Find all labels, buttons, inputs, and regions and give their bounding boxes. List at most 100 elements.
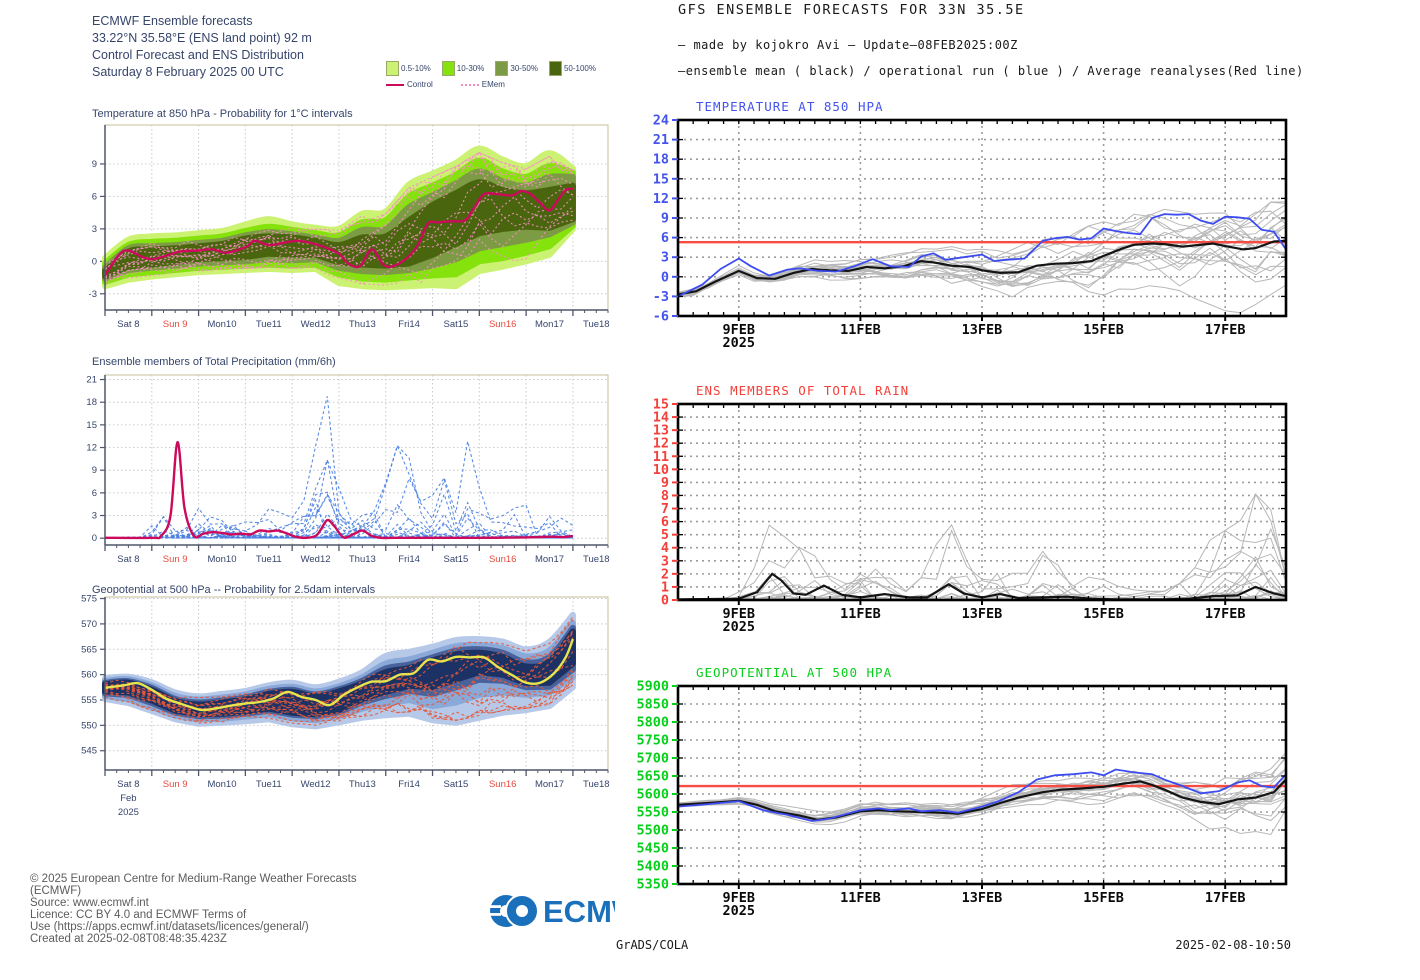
svg-text:3: 3 [92,224,97,235]
ecmwf-temp850-chart: -3 0 3 6 9 Sat 8 Sun 9 Mon10 Tue11 Wed12 Thu13 Fri1… [89,124,610,330]
svg-text:-3: -3 [89,289,97,300]
svg-text:Sat15: Sat15 [444,319,469,330]
legend-lines: Control EMem [386,80,616,89]
svg-text:5900: 5900 [636,679,669,695]
svg-text:9: 9 [661,211,669,227]
svg-text:Wed12: Wed12 [301,319,331,330]
svg-text:18: 18 [653,152,669,168]
svg-text:0: 0 [92,533,97,544]
svg-text:Mon10: Mon10 [207,319,236,330]
svg-text:5400: 5400 [636,859,669,875]
svg-text:555: 555 [81,695,97,706]
svg-text:11FEB: 11FEB [840,890,881,906]
svg-text:5350: 5350 [636,877,669,893]
svg-text:2025: 2025 [723,619,756,635]
svg-text:3: 3 [661,553,669,569]
svg-text:9: 9 [92,465,97,476]
svg-text:Thu13: Thu13 [349,554,376,565]
svg-text:Sun16: Sun16 [489,554,516,565]
text-line: Use (https://apps.ecmwf.int/datasets/lic… [30,921,309,933]
ecmwf-temp850-title: Temperature at 850 hPa - Probability for… [92,108,353,120]
svg-text:9FEB: 9FEB [723,322,756,338]
text-line: Saturday 8 February 2025 00 UTC [92,65,284,79]
svg-text:11FEB: 11FEB [840,606,881,622]
svg-text:550: 550 [81,720,97,731]
svg-text:10: 10 [653,462,669,478]
ecmwf-geopot500-chart: 545 550 555 560 565 570 575 Sat 8 Sun 9 Mon10 Tue1… [81,594,610,818]
ecmwf-logo: ECMW [489,892,615,930]
svg-text:-6: -6 [653,309,669,325]
svg-text:Sun 9: Sun 9 [163,554,188,565]
legend-swatch [495,61,509,76]
legend-line-sample [460,83,479,86]
svg-text:560: 560 [81,670,97,681]
svg-text:17FEB: 17FEB [1205,322,1246,338]
svg-text:Mon17: Mon17 [535,554,564,565]
text-line: Licence: CC BY 4.0 and ECMWF Terms of [30,909,247,921]
svg-text:13FEB: 13FEB [962,890,1003,906]
legend-item: 50-100% [548,61,596,76]
gfs-rain-title: ENS MEMBERS OF TOTAL RAIN [696,383,910,398]
text-line: © 2025 European Centre for Medium-Range … [30,873,357,885]
legend-label: 30-50% [510,64,538,73]
svg-text:Sun16: Sun16 [489,319,516,330]
svg-text:575: 575 [81,594,97,605]
svg-text:0: 0 [661,269,669,285]
legend-item: 0.5-10% [386,61,431,76]
legend-swatch [548,61,562,76]
ecmwf-logo-icon: ECMW [489,894,615,929]
svg-text:0: 0 [92,256,97,267]
svg-text:5650: 5650 [636,769,669,785]
svg-text:15FEB: 15FEB [1083,606,1124,622]
gfs-header-madeby: – made by kojokro Avi – Update–08FEB2025… [678,38,1018,52]
legend-label: Control [407,80,433,89]
svg-text:15FEB: 15FEB [1083,890,1124,906]
svg-text:Sat 8: Sat 8 [117,779,139,790]
svg-text:Sat 8: Sat 8 [117,554,139,565]
svg-text:24: 24 [653,113,669,129]
svg-text:21: 21 [86,375,97,386]
svg-text:5: 5 [661,527,669,543]
svg-text:1: 1 [661,579,669,595]
ecmwf-legend: 0.5-10% 10-30% 30-50% 50-100% Control EMem [386,61,616,89]
svg-text:13FEB: 13FEB [962,606,1003,622]
text-line: Source: www.ecmwf.int [30,897,149,909]
svg-text:Tue18: Tue18 [583,319,610,330]
legend-label: 0.5-10% [401,64,431,73]
svg-text:Mon17: Mon17 [535,779,564,790]
svg-text:14: 14 [653,410,669,426]
legend-label: 10-30% [456,64,485,73]
svg-text:Mon10: Mon10 [207,779,236,790]
svg-text:8: 8 [661,488,669,504]
svg-text:Fri14: Fri14 [398,779,420,790]
legend-item: 10-30% [441,61,485,76]
svg-text:5500: 5500 [636,823,669,839]
legend-item: EMem [460,80,505,89]
svg-text:17FEB: 17FEB [1205,890,1246,906]
svg-text:5800: 5800 [636,715,669,731]
ecmwf-geopot500-title: Geopotential at 500 hPa -- Probability f… [92,584,376,596]
svg-text:11FEB: 11FEB [840,322,881,338]
svg-text:570: 570 [81,619,97,630]
text-line: Control Forecast and ENS Distribution [92,48,304,62]
legend-label: EMem [481,80,505,89]
svg-text:2: 2 [661,566,669,582]
svg-text:15: 15 [653,397,669,413]
svg-text:Sun16: Sun16 [489,779,516,790]
legend-probability-bands: 0.5-10% 10-30% 30-50% 50-100% [386,61,616,76]
svg-text:12: 12 [653,191,669,207]
gfs-header-title: GFS ENSEMBLE FORECASTS FOR 33N 35.5E [678,2,1025,18]
svg-text:Fri14: Fri14 [398,554,420,565]
svg-text:Wed12: Wed12 [301,779,331,790]
svg-text:5450: 5450 [636,841,669,857]
svg-text:5850: 5850 [636,697,669,713]
svg-text:9FEB: 9FEB [723,890,756,906]
svg-text:Feb: Feb [120,793,136,804]
svg-text:Tue11: Tue11 [256,554,282,565]
svg-text:9FEB: 9FEB [723,606,756,622]
legend-item: 30-50% [495,61,538,76]
svg-text:12: 12 [86,443,97,454]
svg-text:Tue18: Tue18 [583,779,610,790]
